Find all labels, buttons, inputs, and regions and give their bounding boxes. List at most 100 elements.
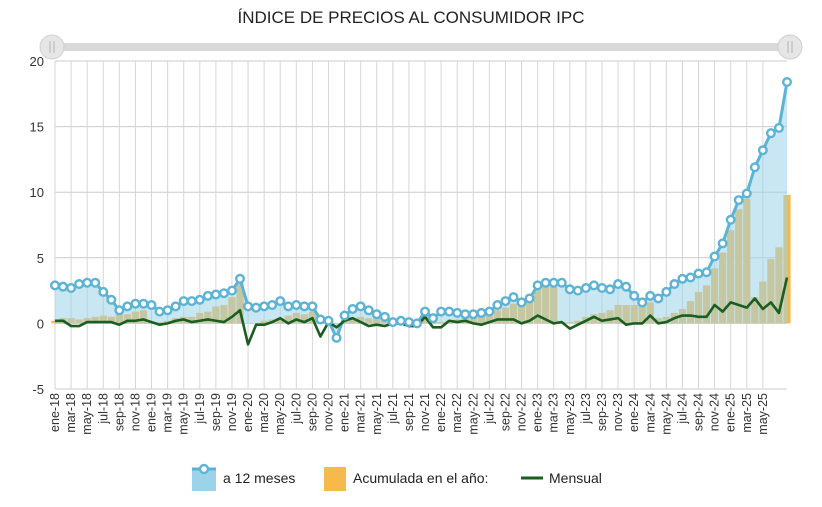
annual-point [572,285,583,296]
annual-point [243,301,254,312]
x-tick-label: may-25 [756,393,770,435]
x-tick-label: sep-18 [112,393,126,431]
annual-point [315,314,326,325]
annual-point [436,306,447,317]
x-tick-label: sep-24 [692,393,706,431]
annual-point [194,294,205,305]
annual-point [355,301,366,312]
x-tick-label: sep-22 [498,393,512,431]
x-tick-label: may-19 [177,393,191,435]
x-tick-label: nov-18 [128,393,142,431]
annual-point [556,277,567,288]
x-tick-label: jul-23 [579,393,593,425]
annual-point [685,272,696,283]
annual-markers [50,76,793,343]
annual-point [428,313,439,324]
annual-point [717,238,728,249]
annual-point [235,273,246,284]
x-tick-label: ene-22 [434,393,448,432]
annual-point [218,288,229,299]
range-slider-track[interactable] [52,43,790,51]
x-tick-label: mar-20 [257,393,271,433]
annual-point [613,279,624,290]
legend-item-monthly[interactable]: Mensual [521,470,602,486]
x-tick-label: mar-22 [450,393,464,433]
x-tick-label: mar-24 [643,393,657,433]
annual-point [299,301,310,312]
annual-point [749,162,760,173]
x-tick-label: jul-22 [482,393,496,425]
annual-point [283,301,294,312]
range-slider[interactable] [39,34,803,60]
annual-point [267,300,278,311]
annual-point [725,214,736,225]
x-tick-label: may-21 [370,393,384,435]
annual-point [653,293,664,304]
annual-point [50,280,61,291]
annual-point [420,306,431,317]
annual-point [741,188,752,199]
y-tick-label: 5 [37,251,44,266]
annual-point [500,296,511,307]
annual-point [114,305,125,316]
annual-point [403,317,414,328]
annual-area [54,81,789,342]
annual-point [492,300,503,311]
annual-point [146,300,157,311]
range-slider-right-handle[interactable] [777,34,803,60]
legend-swatch-annual [192,469,216,491]
x-tick-label: ene-25 [724,393,738,432]
annual-point [669,279,680,290]
x-tick-label: ene-19 [145,393,159,432]
annual-point [178,296,189,307]
annual-point [210,289,221,300]
x-tick-label: ene-21 [338,393,352,432]
annual-point [323,315,334,326]
annual-point [395,315,406,326]
annual-point [693,268,704,279]
x-tick-label: ene-18 [48,393,62,432]
x-tick-label: mar-23 [547,393,561,433]
x-tick-label: ene-20 [241,393,255,432]
annual-point [74,279,85,290]
annual-point [452,307,463,318]
x-tick-label: jul-21 [386,393,400,425]
x-tick-label: jul-20 [289,393,303,425]
x-tick-label: ene-24 [627,393,641,432]
annual-point [90,277,101,288]
x-tick-label: may-18 [80,393,94,435]
range-slider-left-handle[interactable] [39,34,65,60]
annual-point [58,281,69,292]
annual-point [66,282,77,293]
x-tick-label: may-24 [659,393,673,435]
x-tick-label: nov-24 [708,393,722,431]
grid-layer [54,60,787,390]
x-tick-label: may-20 [273,393,287,435]
x-tick-label: ene-23 [531,393,545,432]
legend-marker-annual [198,463,210,475]
annual-point [411,318,422,329]
annual-point [387,317,398,328]
annual-point [468,309,479,320]
y-tick-label: 10 [30,185,44,200]
y-tick-label: 15 [30,120,44,135]
annual-point [122,301,133,312]
annual-area-fill [55,81,787,338]
legend-item-annual[interactable]: a 12 meses [192,463,295,491]
x-tick-label: may-22 [466,393,480,435]
x-tick-label: sep-19 [209,393,223,431]
annual-point [564,284,575,295]
annual-point [532,280,543,291]
x-tick-label: nov-22 [515,393,529,431]
x-tick-label: nov-20 [321,393,335,431]
chart-title: ÍNDICE DE PRECIOS AL CONSUMIDOR IPC [237,8,585,27]
y-tick-label: 0 [37,316,44,331]
annual-point [629,290,640,301]
legend-swatch-accumulated [324,467,346,491]
legend-item-accumulated[interactable]: Acumulada en el año: [324,467,488,491]
annual-point [588,280,599,291]
annual-point [661,286,672,297]
annual-point [106,294,117,305]
annual-point [508,292,519,303]
annual-point [701,267,712,278]
